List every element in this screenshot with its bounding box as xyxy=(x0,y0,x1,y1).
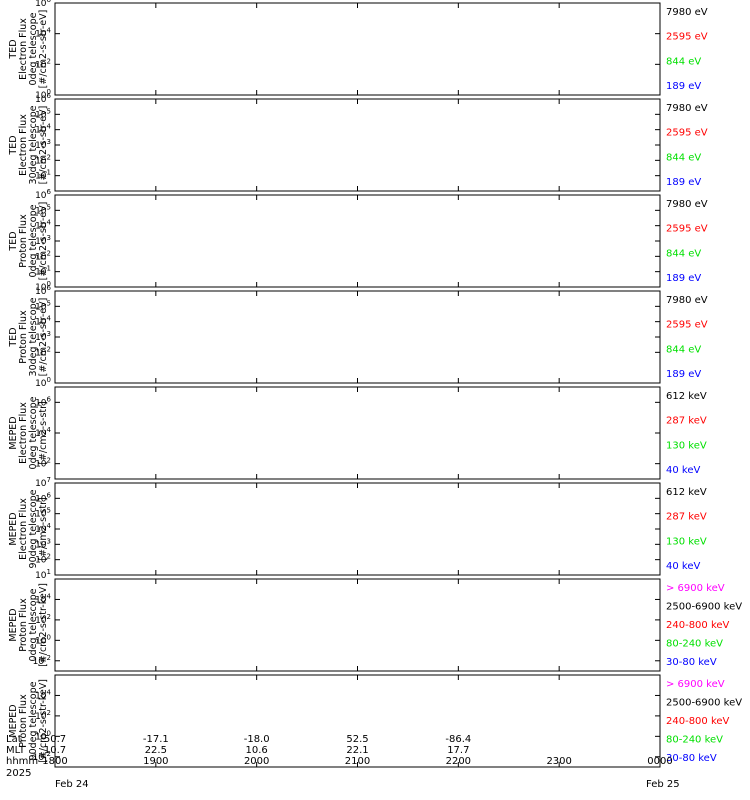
footer-value-mlt: 10.6 xyxy=(246,745,268,756)
legend-entry: 287 keV xyxy=(666,512,707,523)
legend-entry: 7980 eV xyxy=(666,7,708,18)
legend-entry: 189 eV xyxy=(666,81,701,92)
footer-value-mlt: 10.7 xyxy=(44,745,66,756)
y-axis-label: TEDElectron Flux30deg telescope[#/cm2-s-… xyxy=(8,105,49,184)
legend-entry: 40 keV xyxy=(666,561,700,572)
legend-entry: 240-800 keV xyxy=(666,716,730,727)
y-tick-label: 106 xyxy=(35,0,51,9)
legend-entry: 287 keV xyxy=(666,416,707,427)
panel-frame xyxy=(54,194,661,288)
y-tick-label: 107 xyxy=(35,476,51,489)
footer-value-lat: -86.4 xyxy=(445,734,471,745)
y-tick-label: 100 xyxy=(35,376,51,389)
footer-date-end: Feb 25 xyxy=(646,779,680,790)
footer-value-x: 2300 xyxy=(546,756,571,767)
legend-entry: 40 keV xyxy=(666,465,700,476)
y-tick-label: 101 xyxy=(35,568,51,581)
y-axis-label: TEDElectron Flux0deg telescope[#/cm2-s-s… xyxy=(8,10,49,89)
footer-value-lat: 50.7 xyxy=(44,734,66,745)
legend-entry: 7980 eV xyxy=(666,103,708,114)
legend-entry: 2595 eV xyxy=(666,320,708,331)
y-axis-label: TEDProton Flux0deg telescope[#/cm2-s-str… xyxy=(8,202,49,281)
legend-entry: 612 keV xyxy=(666,487,707,498)
footer-label-mlt: MLT xyxy=(6,745,26,756)
legend-entry: 844 eV xyxy=(666,344,701,355)
footer-value-x: 2000 xyxy=(244,756,269,767)
footer-value-x: 2200 xyxy=(446,756,471,767)
y-axis-label: MEPEDProton Flux90deg telescope[#/cm2-s-… xyxy=(8,679,49,763)
legend-entry: 844 eV xyxy=(666,248,701,259)
legend-entry: 844 eV xyxy=(666,56,701,67)
legend-entry: 189 eV xyxy=(666,369,701,380)
panel-frame xyxy=(54,98,661,192)
legend-entry: 80-240 keV xyxy=(666,735,723,746)
footer-value-x: 1900 xyxy=(143,756,168,767)
y-axis-label: MEPEDProton Flux0deg telescope[#/cm2-s-s… xyxy=(8,583,49,667)
legend-entry: 130 keV xyxy=(666,440,707,451)
panel-frame xyxy=(54,578,661,672)
legend-entry: 30-80 keV xyxy=(666,657,717,668)
footer-date-start: Feb 24 xyxy=(55,779,89,790)
footer-label-lat: Lat xyxy=(6,734,22,745)
footer-value-lat: -18.0 xyxy=(244,734,270,745)
legend-entry: 2595 eV xyxy=(666,32,708,43)
legend-entry: 189 eV xyxy=(666,177,701,188)
legend-entry: > 6900 keV xyxy=(666,679,725,690)
legend-entry: 2500-6900 keV xyxy=(666,602,742,613)
y-axis-label: MEPEDElectron Flux0deg telescope[#/cm2-s… xyxy=(8,396,49,469)
y-axis-label: MEPEDElectron Flux90deg telescope[#/cm2-… xyxy=(8,489,49,568)
legend-entry: 30-80 keV xyxy=(666,753,717,764)
legend-entry: 612 keV xyxy=(666,391,707,402)
panel-frame xyxy=(54,386,661,480)
footer-value-x: 0000 xyxy=(647,756,672,767)
legend-entry: 240-800 keV xyxy=(666,620,730,631)
footer-value-lat: -17.1 xyxy=(143,734,169,745)
panel-frame xyxy=(54,290,661,384)
footer-label-hhmm: hhmm xyxy=(6,756,38,767)
legend-entry: 2595 eV xyxy=(666,128,708,139)
footer-value-mlt: 17.7 xyxy=(447,745,469,756)
legend-entry: 2595 eV xyxy=(666,224,708,235)
legend-entry: 7980 eV xyxy=(666,199,708,210)
panel-frame xyxy=(54,482,661,576)
y-axis-label: TEDProton Flux30deg telescope[#/cm2-s-st… xyxy=(8,297,49,376)
y-tick-label: 106 xyxy=(35,188,51,201)
footer-value-mlt: 22.5 xyxy=(145,745,167,756)
footer-label-year: 2025 xyxy=(6,768,31,779)
panel-frame xyxy=(54,2,661,96)
legend-entry: 130 keV xyxy=(666,536,707,547)
legend-entry: 7980 eV xyxy=(666,295,708,306)
footer-value-lat: 52.5 xyxy=(346,734,368,745)
footer-value-mlt: 22.1 xyxy=(346,745,368,756)
footer-value-x: 1800 xyxy=(42,756,67,767)
legend-entry: 844 eV xyxy=(666,152,701,163)
footer-value-x: 2100 xyxy=(345,756,370,767)
legend-entry: 80-240 keV xyxy=(666,639,723,650)
legend-entry: 189 eV xyxy=(666,273,701,284)
legend-entry: 2500-6900 keV xyxy=(666,698,742,709)
x-axis-footer: Lat MLT hhmm 2025 Feb 24 Feb 25 50.710.7… xyxy=(6,734,680,790)
legend-entry: > 6900 keV xyxy=(666,583,725,594)
